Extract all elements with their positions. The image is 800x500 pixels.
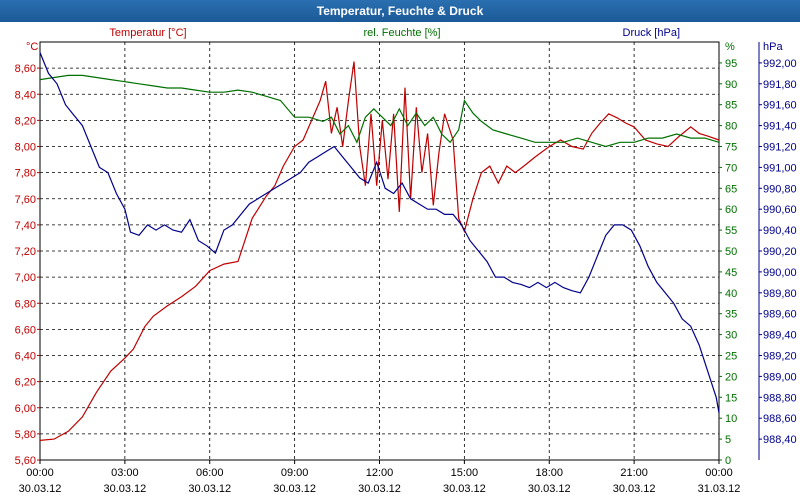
temperature-tick-label: 8,40 <box>15 89 36 101</box>
temperature-tick-label: 6,00 <box>15 403 36 415</box>
temperature-unit-label: °C <box>26 41 38 53</box>
x-tick-date: 30.03.12 <box>613 483 656 495</box>
pressure-tick-label: 988,80 <box>763 392 797 404</box>
x-tick-date: 30.03.12 <box>188 483 231 495</box>
temperature-tick-label: 7,00 <box>15 272 36 284</box>
pressure-tick-label: 991,40 <box>763 121 797 133</box>
pressure-tick-label: 990,60 <box>763 204 797 216</box>
humidity-tick-label: 75 <box>725 142 737 154</box>
x-tick-date: 30.03.12 <box>443 483 486 495</box>
pressure-tick-label: 988,60 <box>763 413 797 425</box>
temperature-tick-label: 6,40 <box>15 351 36 363</box>
humidity-tick-label: 65 <box>725 183 737 195</box>
legend-pressure: Druck [hPa] <box>623 27 680 39</box>
temperature-tick-label: 6,80 <box>15 298 36 310</box>
pressure-tick-label: 989,80 <box>763 288 797 300</box>
humidity-tick-label: 85 <box>725 100 737 112</box>
humidity-unit-label: % <box>725 41 735 53</box>
humidity-tick-label: 95 <box>725 58 737 70</box>
humidity-tick-label: 55 <box>725 225 737 237</box>
temperature-tick-label: 6,20 <box>15 377 36 389</box>
temperature-tick-label: 7,60 <box>15 194 36 206</box>
x-tick-time: 03:00 <box>111 467 139 479</box>
pressure-tick-label: 991,60 <box>763 100 797 112</box>
temperature-tick-label: 5,60 <box>15 455 36 467</box>
humidity-tick-label: 25 <box>725 351 737 363</box>
grid-lines <box>40 42 719 460</box>
pressure-tick-label: 989,20 <box>763 351 797 363</box>
pressure-tick-label: 990,20 <box>763 246 797 258</box>
pressure-tick-label: 990,00 <box>763 267 797 279</box>
pressure-tick-label: 990,40 <box>763 225 797 237</box>
temperature-tick-label: 7,20 <box>15 246 36 258</box>
series-line-temperature <box>39 61 720 441</box>
humidity-tick-label: 5 <box>725 434 731 446</box>
x-tick-time: 00:00 <box>705 467 733 479</box>
window-title: Temperatur, Feuchte & Druck <box>0 0 800 22</box>
temperature-tick-label: 8,60 <box>15 63 36 75</box>
humidity-tick-label: 80 <box>725 121 737 133</box>
pressure-tick-label: 992,00 <box>763 58 797 70</box>
legend-temperature: Temperatur [°C] <box>109 27 186 39</box>
humidity-tick-label: 10 <box>725 413 737 425</box>
humidity-tick-label: 90 <box>725 79 737 91</box>
humidity-tick-label: 50 <box>725 246 737 258</box>
pressure-tick-label: 989,40 <box>763 330 797 342</box>
pressure-axis: 988,40 988,60 988,80 989,00 989,20 989,40 989,… <box>758 42 797 460</box>
humidity-axis: 0 5 10 15 20 25 30 35 40 45 50 55 60 65 70 75 80 85 90 95 <box>719 58 737 467</box>
temperature-tick-label: 6,60 <box>15 324 36 336</box>
x-tick-time: 12:00 <box>366 467 394 479</box>
humidity-tick-label: 60 <box>725 204 737 216</box>
pressure-tick-label: 991,00 <box>763 162 797 174</box>
pressure-tick-label: 989,60 <box>763 309 797 321</box>
series-lines <box>39 52 720 441</box>
humidity-tick-label: 40 <box>725 288 737 300</box>
pressure-tick-label: 988,40 <box>763 434 797 446</box>
x-tick-time: 06:00 <box>196 467 224 479</box>
temperature-tick-label: 8,00 <box>15 142 36 154</box>
temperature-axis: 5,60 5,80 6,00 6,20 6,40 6,60 6,80 7,00 7,20 7,40… <box>15 63 40 467</box>
humidity-tick-label: 70 <box>725 162 737 174</box>
humidity-tick-label: 30 <box>725 330 737 342</box>
humidity-tick-label: 45 <box>725 267 737 279</box>
x-tick-date: 30.03.12 <box>528 483 571 495</box>
pressure-tick-label: 990,80 <box>763 183 797 195</box>
x-tick-date: 30.03.12 <box>358 483 401 495</box>
humidity-tick-label: 0 <box>725 455 731 467</box>
temperature-tick-label: 8,20 <box>15 115 36 127</box>
x-tick-time: 00:00 <box>26 467 54 479</box>
pressure-tick-label: 989,00 <box>763 371 797 383</box>
pressure-tick-label: 991,20 <box>763 142 797 154</box>
temperature-tick-label: 7,80 <box>15 168 36 180</box>
series-line-humidity <box>39 74 720 148</box>
weather-chart: 5,60 5,80 6,00 6,20 6,40 6,60 6,80 7,00 7,20 7,40… <box>15 27 797 495</box>
series-line-pressure <box>39 52 720 414</box>
x-tick-date: 30.03.12 <box>19 483 62 495</box>
x-tick-time: 15:00 <box>451 467 479 479</box>
pressure-unit-label: hPa <box>763 41 783 53</box>
temperature-tick-label: 7,40 <box>15 220 36 232</box>
x-tick-date: 31.03.12 <box>698 483 741 495</box>
x-tick-date: 30.03.12 <box>103 483 146 495</box>
x-tick-time: 21:00 <box>620 467 648 479</box>
humidity-tick-label: 20 <box>725 371 737 383</box>
humidity-tick-label: 15 <box>725 392 737 404</box>
x-tick-date: 30.03.12 <box>273 483 316 495</box>
temperature-tick-label: 5,80 <box>15 429 36 441</box>
x-tick-time: 09:00 <box>281 467 309 479</box>
pressure-tick-label: 991,80 <box>763 79 797 91</box>
x-tick-time: 18:00 <box>535 467 563 479</box>
time-axis: 00:00 30.03.12 03:00 30.03.12 06:00 30.03.12 0… <box>19 460 741 495</box>
legend-humidity: rel. Feuchte [%] <box>363 27 440 39</box>
humidity-tick-label: 35 <box>725 309 737 321</box>
